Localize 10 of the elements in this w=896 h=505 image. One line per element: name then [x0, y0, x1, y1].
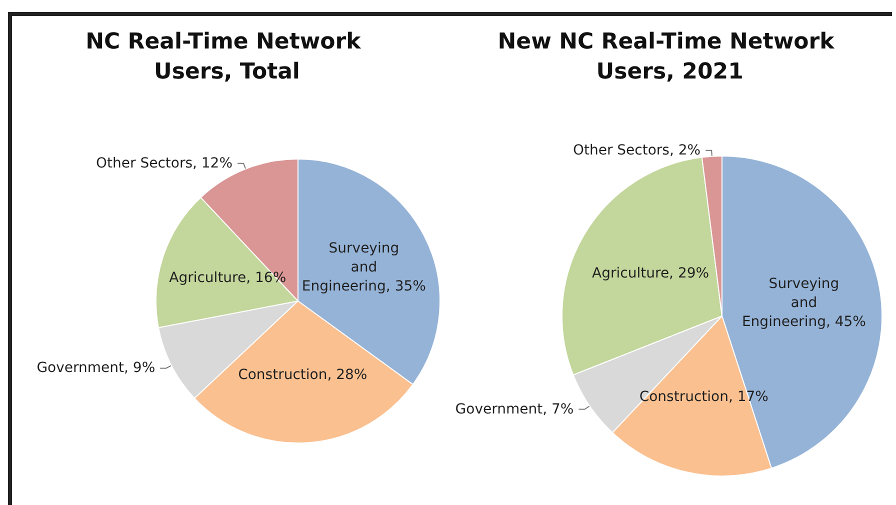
slice-label: Agriculture, 29%: [592, 266, 710, 282]
slice-label: Other Sectors, 2%: [572, 142, 701, 158]
chart-title: New NC Real-Time Network Users, 2021: [498, 30, 836, 84]
slice-label: Surveying and Engineering, 45%: [742, 276, 866, 330]
slice-label: Government, 7%: [455, 401, 574, 418]
slice-label: Surveying and Engineering, 35%: [302, 240, 426, 294]
slice-label: Construction, 28%: [238, 366, 368, 383]
slice-label: Other Sectors, 12%: [96, 155, 233, 172]
chart-title: NC Real-Time Network Users, Total: [86, 30, 368, 84]
slice-label: Government, 9%: [36, 360, 156, 376]
